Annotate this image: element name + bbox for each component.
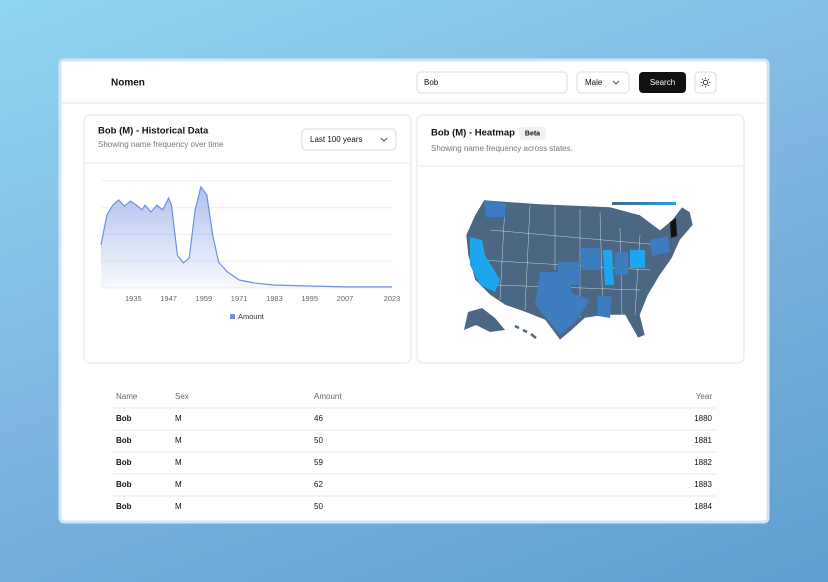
data-table: Name Sex Amount Year Bob M 46 1880 Bob M 50 1881 Bob… [112, 392, 716, 511]
search-value[interactable]: Bob [424, 78, 439, 87]
x-tick-label: 1971 [231, 294, 248, 303]
range-select[interactable] [301, 128, 397, 151]
table-cell: 46 [314, 414, 323, 423]
sex-select[interactable] [576, 71, 630, 94]
line [100, 185, 392, 288]
state [597, 295, 612, 318]
chevron [380, 137, 388, 142]
state [580, 248, 601, 270]
state [603, 250, 614, 285]
state [630, 250, 645, 268]
x-tick-label: 1959 [196, 294, 213, 303]
brand[interactable]: Nomen [111, 78, 145, 89]
state [558, 262, 580, 285]
column-header: Name [116, 392, 138, 401]
chevron [612, 80, 620, 85]
table-cell: 1882 [694, 458, 712, 467]
table-cell: 1880 [694, 414, 712, 423]
history-card [83, 114, 412, 364]
x-tick-label: 1995 [301, 294, 318, 303]
x-tick-label: 1947 [160, 294, 177, 303]
state [535, 272, 590, 335]
table-cell: Bob [116, 414, 132, 423]
theme-toggle[interactable] [694, 71, 717, 94]
table-cell: M [175, 436, 182, 445]
table-cell: 50 [314, 502, 323, 511]
search-button-label[interactable]: Search [650, 78, 675, 87]
map-legend [612, 202, 676, 205]
badge [519, 127, 546, 140]
alaska [464, 308, 505, 332]
table-cell: 1881 [694, 436, 712, 445]
state [484, 200, 505, 217]
table-cell: Bob [116, 480, 132, 489]
range-select-value[interactable]: Last 100 years [310, 135, 362, 144]
column-header: Year [696, 392, 713, 401]
sun-rays [700, 77, 711, 88]
table-cell: 1883 [694, 480, 712, 489]
x-tick-label: 2007 [337, 294, 354, 303]
table-cell: Bob [116, 436, 132, 445]
table-cell: M [175, 480, 182, 489]
table-cell: 1884 [694, 502, 712, 511]
card-title: Bob (M) - Heatmap [431, 128, 515, 139]
state [615, 252, 628, 275]
column-header: Amount [314, 392, 342, 401]
hawaii [514, 324, 537, 339]
x-tick-label: 1935 [125, 294, 142, 303]
x-tick-label: 1983 [266, 294, 283, 303]
table-cell: M [175, 502, 182, 511]
us-map [464, 199, 694, 341]
table-cell: 50 [314, 436, 323, 445]
legend-label: Amount [238, 312, 265, 321]
state [650, 236, 670, 256]
sex-select-value[interactable]: Male [585, 78, 603, 87]
search-input[interactable] [416, 71, 568, 94]
card-subtitle: Showing name frequency across states. [431, 144, 573, 153]
table-cell: Bob [116, 502, 132, 511]
badge-label: Beta [525, 130, 540, 137]
column-header: Sex [175, 392, 189, 401]
area [101, 186, 392, 288]
table-cell: 59 [314, 458, 323, 467]
sun-icon [702, 79, 709, 86]
area-chart: 1935 1947 1959 1971 1983 1995 2007 2023 Amount [100, 180, 401, 321]
table-cell: 62 [314, 480, 323, 489]
table-cell: M [175, 414, 182, 423]
search-button[interactable] [639, 72, 686, 93]
state [470, 237, 500, 292]
card-title: Bob (M) - Historical Data [98, 126, 209, 137]
state [670, 218, 677, 238]
card-subtitle: Showing name frequency over time [98, 140, 224, 149]
table-cell: M [175, 458, 182, 467]
table-cell: Bob [116, 458, 132, 467]
x-tick-label: 2023 [384, 294, 401, 303]
legend-swatch [230, 314, 235, 319]
